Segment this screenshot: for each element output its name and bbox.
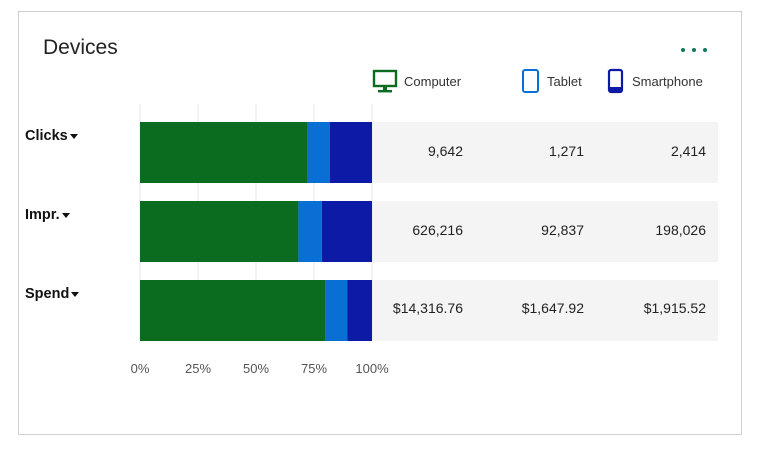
more-options-icon[interactable] [681, 40, 721, 60]
value-impr-computer: 626,216 [412, 222, 463, 238]
bar-computer-impr[interactable] [140, 201, 299, 262]
caret-down-icon [69, 134, 78, 139]
bar-computer-clicks[interactable] [140, 122, 308, 183]
value-clicks-tablet: 1,271 [548, 143, 584, 159]
value-spend-smartphone: $1,915.52 [643, 300, 706, 316]
tablet-icon [522, 69, 539, 93]
x-tick-label: 25% [185, 361, 211, 376]
bar-computer-spend[interactable] [140, 280, 326, 341]
metric-dropdown-clicks[interactable]: Clicks [25, 128, 78, 144]
computer-icon [372, 69, 398, 93]
row-background [372, 122, 718, 183]
value-clicks-smartphone: 2,414 [670, 143, 706, 159]
bar-tablet-impr[interactable] [298, 201, 322, 262]
x-tick-label: 100% [355, 361, 389, 376]
x-tick-label: 0% [131, 361, 150, 376]
metric-dropdown-impr[interactable]: Impr. [25, 207, 70, 223]
value-impr-smartphone: 198,026 [655, 222, 706, 238]
bar-smartphone-spend[interactable] [347, 280, 372, 341]
value-spend-tablet: $1,647.92 [521, 300, 584, 316]
metric-label: Spend [25, 286, 70, 302]
caret-down-icon [61, 213, 70, 218]
legend-tablet: Tablet [521, 68, 582, 94]
metric-label: Impr. [25, 207, 60, 223]
legend-label: Smartphone [632, 73, 703, 89]
bar-tablet-spend[interactable] [325, 280, 348, 341]
card-title: Devices [43, 36, 118, 59]
legend-label: Tablet [547, 73, 582, 89]
legend-computer: Computer [372, 68, 461, 94]
value-impr-tablet: 92,837 [541, 222, 584, 238]
x-tick-label: 50% [243, 361, 269, 376]
caret-down-icon [71, 292, 80, 297]
smartphone-icon [607, 68, 624, 94]
row-background [372, 201, 718, 262]
bar-tablet-clicks[interactable] [307, 122, 330, 183]
bar-smartphone-clicks[interactable] [329, 122, 372, 183]
x-tick-label: 75% [301, 361, 327, 376]
value-spend-computer: $14,316.76 [392, 300, 463, 316]
metric-dropdown-spend[interactable]: Spend [25, 286, 80, 302]
legend-label: Computer [404, 73, 462, 89]
legend-smartphone: Smartphone [606, 68, 703, 94]
row-background [372, 280, 718, 341]
bar-smartphone-impr[interactable] [321, 201, 372, 262]
metric-label: Clicks [25, 128, 68, 144]
value-clicks-computer: 9,642 [427, 143, 463, 159]
